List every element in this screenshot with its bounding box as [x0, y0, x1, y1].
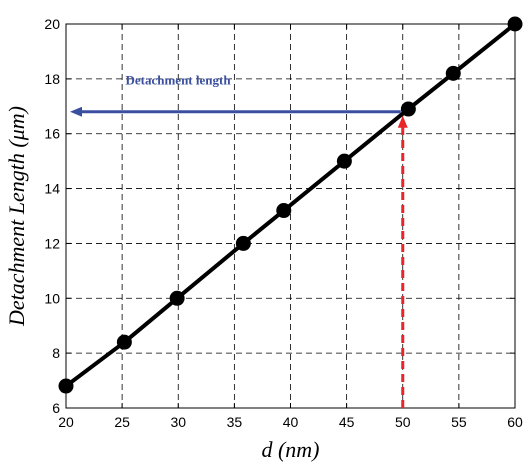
tick-marks [65, 23, 516, 409]
x-tick-label: 25 [114, 414, 130, 430]
y-tick-label: 12 [44, 235, 60, 251]
x-axis-title: d (nm) [261, 437, 319, 462]
y-tick-label: 16 [44, 126, 60, 142]
series [58, 16, 523, 394]
grid [66, 24, 515, 408]
data-point [169, 290, 185, 306]
x-tick-label: 50 [395, 414, 411, 430]
x-tick-label: 60 [507, 414, 523, 430]
y-tick-label: 8 [52, 345, 60, 361]
data-point [507, 16, 523, 32]
x-tick-label: 30 [170, 414, 186, 430]
annotation-label: Detachment length [125, 72, 231, 87]
x-tick-label: 35 [227, 414, 243, 430]
data-point [58, 378, 74, 394]
x-tick-labels: 20 25 30 35 40 45 50 55 60 [58, 414, 523, 430]
data-point [116, 334, 132, 350]
data-point [400, 101, 416, 117]
x-tick-label: 20 [58, 414, 74, 430]
data-point [445, 65, 461, 81]
annotation: Detachment length [70, 72, 408, 408]
data-point [276, 203, 292, 219]
y-tick-label: 18 [44, 71, 60, 87]
x-tick-label: 55 [451, 414, 467, 430]
y-tick-label: 10 [44, 290, 60, 306]
x-tick-label: 40 [283, 414, 299, 430]
y-tick-labels: 6 8 10 12 14 16 18 20 [44, 16, 60, 416]
y-tick-label: 20 [44, 16, 60, 32]
data-point [336, 153, 352, 169]
y-axis-title: Detachment Length (μm) [4, 106, 29, 327]
y-tick-label: 14 [44, 181, 60, 197]
data-point [235, 235, 251, 251]
y-tick-label: 6 [52, 400, 60, 416]
x-tick-label: 45 [339, 414, 355, 430]
